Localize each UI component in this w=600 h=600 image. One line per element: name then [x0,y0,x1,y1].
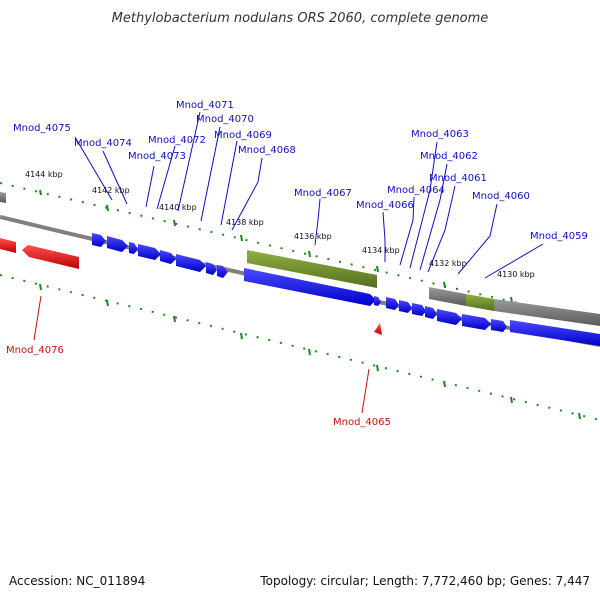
gene-label: Mnod_4065 [333,417,391,428]
kbp-label: 4138 kbp [226,218,264,227]
outer-tick-track [0,182,600,323]
gene-label: Mnod_4068 [238,145,296,156]
cds-feature [374,296,381,306]
cds-feature [462,314,491,330]
kbp-label: 4132 kbp [429,259,467,268]
misc-feature [429,287,466,306]
kbp-label: 4142 kbp [92,186,130,195]
gene-label: Mnod_4059 [530,231,588,242]
gene-labels: Mnod_4075 Mnod_4074 Mnod_4073 Mnod_4072 … [6,100,588,428]
kbp-label: 4144 kbp [25,170,63,179]
kbp-label: 4140 kbp [159,203,197,212]
outer-track-features [247,250,600,326]
gene-label: Mnod_4060 [472,191,530,202]
gene-label: Mnod_4066 [356,200,414,211]
gene-label: Mnod_4072 [148,135,206,146]
kbp-labels: 4144 kbp 4142 kbp 4140 kbp 4138 kbp 4136… [25,170,535,279]
gene-label: Mnod_4070 [196,114,254,125]
minus-strand-features [0,238,382,335]
gene-label: Mnod_4067 [294,188,352,199]
gene-label: Mnod_4064 [387,185,445,196]
cds-feature [0,238,16,253]
cds-feature [425,306,437,319]
cds-feature [374,323,382,335]
cds-feature [244,268,376,306]
rna-feature [247,250,377,288]
map-title: Methylobacterium nodulans ORS 2060, comp… [112,11,489,26]
cds-feature [92,233,106,247]
kbp-label: 4134 kbp [362,246,400,255]
gene-label: Mnod_4069 [214,130,272,141]
misc-feature [0,192,6,203]
kbp-label: 4130 kbp [497,270,535,279]
inner-tick-track [0,274,600,421]
leader-lines-minus [33,295,370,414]
kbp-label: 4136 kbp [294,232,332,241]
gene-label: Mnod_4074 [74,138,132,149]
cds-feature [160,250,176,264]
cds-feature [138,244,161,260]
gene-label: Mnod_4071 [176,100,234,111]
gene-label: Mnod_4061 [429,173,487,184]
accession-text: Accession: NC_011894 [9,574,146,588]
cds-feature [399,300,412,313]
gene-label: Mnod_4075 [13,123,71,134]
gene-label: Mnod_4076 [6,345,64,356]
cds-feature [510,320,600,346]
cds-feature [107,236,128,252]
topology-text: Topology: circular; Length: 7,772,460 bp… [260,574,590,588]
gene-label: Mnod_4062 [420,151,478,162]
cds-feature [437,309,462,325]
gene-label: Mnod_4063 [411,129,469,140]
cds-feature [206,262,217,275]
plus-strand-features [92,233,600,346]
cds-feature [412,303,426,316]
rna-feature [466,294,494,311]
leader-lines-plus [74,111,544,279]
cds-feature [22,245,79,269]
cds-feature [129,242,138,254]
cds-feature [176,254,206,272]
cds-feature [491,319,507,332]
misc-feature [494,299,600,326]
cds-feature [217,265,228,278]
gene-label: Mnod_4073 [128,151,186,162]
cds-feature [386,297,399,310]
